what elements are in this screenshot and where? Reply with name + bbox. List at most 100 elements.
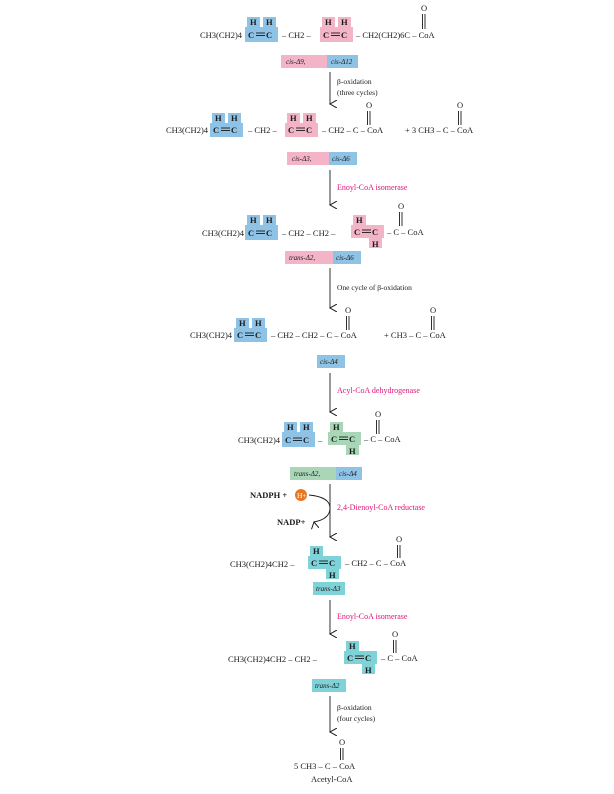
- svg-text:O: O: [430, 305, 436, 315]
- cofactor-arrow: [308, 494, 331, 522]
- step-beta-ox-4-cycles: (four cycles): [337, 714, 376, 723]
- svg-text:H: H: [290, 113, 297, 123]
- hl-box: [322, 17, 335, 27]
- label-5: trans-Δ2, cis-Δ4: [290, 467, 362, 480]
- step-beta-ox-3-cycles: (three cycles): [337, 88, 378, 97]
- atom-c: C: [341, 30, 347, 40]
- svg-text:C: C: [255, 330, 261, 340]
- atom-c: C: [248, 30, 254, 40]
- step-beta-ox-4: β-oxidation: [337, 703, 372, 712]
- hl-box: [263, 17, 276, 27]
- m1-right: – CH2(CH2)6C – CoA: [355, 30, 435, 40]
- svg-text:+ CH3 – C – CoA: + CH3 – C – CoA: [384, 330, 447, 340]
- svg-text:C: C: [213, 125, 219, 135]
- step-dienoyl-reductase: 2,4-Dienoyl-CoA reductase: [337, 503, 425, 512]
- svg-text:–: –: [317, 435, 323, 445]
- svg-text:H: H: [239, 318, 246, 328]
- svg-text:H: H: [231, 113, 238, 123]
- svg-text:– CH2 – CH2 –: – CH2 – CH2 –: [281, 228, 336, 238]
- svg-text:H: H: [356, 215, 363, 225]
- label-6: trans-Δ3: [313, 582, 345, 595]
- label-cis-d6-2: cis-Δ6: [336, 254, 354, 262]
- svg-text:C: C: [372, 227, 378, 237]
- svg-text:CH3(CH2)4CH2 –: CH3(CH2)4CH2 –: [230, 559, 295, 569]
- proton-label: H+: [297, 491, 307, 500]
- label-trans-d2-c: trans-Δ2: [315, 682, 340, 690]
- acetyl-coa-formula: 5 CH3 – C – CoA: [294, 761, 356, 771]
- hl-box: [245, 27, 278, 42]
- svg-text:H: H: [287, 422, 294, 432]
- svg-text:C: C: [285, 435, 291, 445]
- label-cis-d12: cis-Δ12: [331, 58, 353, 66]
- atom-o: O: [421, 3, 427, 13]
- hl-box: [247, 17, 260, 27]
- label-cis-d4-b: cis-Δ4: [339, 470, 357, 478]
- svg-text:C: C: [347, 653, 353, 663]
- svg-text:H: H: [349, 446, 356, 456]
- svg-text:O: O: [345, 305, 351, 315]
- label-2: cis-Δ3, cis-Δ6: [287, 152, 357, 165]
- step-beta-ox-3: β-oxidation: [337, 77, 372, 86]
- svg-text:H: H: [329, 570, 336, 580]
- atom-c: C: [323, 30, 329, 40]
- molecule-3: CH3(CH2)4 H H C C – CH2 – CH2 – H C C H …: [202, 201, 424, 249]
- nadph: NADPH +: [250, 490, 287, 500]
- svg-text:CH3(CH2)4: CH3(CH2)4: [190, 330, 233, 340]
- label-4: cis-Δ4: [317, 355, 345, 368]
- svg-text:CH3(CH2)4: CH3(CH2)4: [202, 228, 245, 238]
- acetyl-coa-name: Acetyl-CoA: [311, 774, 353, 784]
- atom-c: C: [266, 30, 272, 40]
- svg-text:C: C: [311, 558, 317, 568]
- m2-right: – CH2 – C – CoA: [321, 125, 384, 135]
- svg-text:C: C: [329, 558, 335, 568]
- svg-text:O: O: [366, 100, 372, 110]
- label-1: cis-Δ9, cis-Δ12: [281, 55, 358, 68]
- svg-text:– C – CoA: – C – CoA: [380, 653, 418, 663]
- svg-text:C: C: [303, 435, 309, 445]
- svg-text:H: H: [333, 422, 340, 432]
- svg-text:C: C: [237, 330, 243, 340]
- svg-text:O: O: [392, 629, 398, 639]
- svg-text:H: H: [365, 665, 372, 675]
- molecule-4: CH3(CH2)4 H H C C – CH2 – CH2 – C – CoA …: [190, 305, 447, 342]
- label-trans-d3: trans-Δ3: [316, 585, 341, 593]
- m2-left: CH3(CH2)4: [166, 125, 209, 135]
- svg-text:C: C: [349, 434, 355, 444]
- reductase-step: NADPH + H+ NADP+ 2,4-Dienoyl-CoA reducta…: [250, 484, 425, 537]
- svg-text:O: O: [339, 737, 345, 747]
- label-3: trans-Δ2, cis-Δ6: [285, 251, 361, 264]
- svg-text:H: H: [306, 113, 313, 123]
- molecule-5: CH3(CH2)4 H H C C – H C C H – C – CoA O: [238, 409, 401, 456]
- atom-h: H: [250, 17, 257, 27]
- step-acyl-dehydrogenase: Acyl-CoA dehydrogenase: [337, 386, 420, 395]
- svg-text:CH3(CH2)4: CH3(CH2)4: [238, 435, 281, 445]
- nadp: NADP+: [277, 517, 306, 527]
- m2-mid: – CH2 –: [247, 125, 278, 135]
- label-7: trans-Δ2: [312, 679, 346, 692]
- label-cis-d6: cis-Δ6: [332, 155, 350, 163]
- atom-h: H: [266, 17, 273, 27]
- svg-text:– CH2 – CH2 – C – CoA: – CH2 – CH2 – C – CoA: [270, 330, 358, 340]
- m1-left: CH3(CH2)4: [200, 30, 243, 40]
- svg-text:C: C: [331, 434, 337, 444]
- proton-icon: [295, 489, 307, 501]
- molecule-6: CH3(CH2)4CH2 – H C C H – CH2 – C – CoA O: [230, 534, 407, 580]
- product-acetyl-coa: O 5 CH3 – C – CoA Acetyl-CoA: [294, 737, 356, 784]
- svg-text:C: C: [266, 228, 272, 238]
- hl-box: [320, 27, 353, 42]
- atom-h: H: [325, 17, 332, 27]
- svg-text:H: H: [215, 113, 222, 123]
- svg-text:C: C: [354, 227, 360, 237]
- svg-text:H: H: [303, 422, 310, 432]
- svg-text:CH3(CH2)4CH2 – CH2 –: CH3(CH2)4CH2 – CH2 –: [228, 654, 318, 664]
- label-cis-d9: cis-Δ9,: [286, 58, 306, 66]
- label-cis-d3: cis-Δ3,: [292, 155, 312, 163]
- atom-h: H: [341, 17, 348, 27]
- label-cis-d4: cis-Δ4: [320, 358, 338, 366]
- svg-text:O: O: [398, 201, 404, 211]
- step-enoyl-isomerase-2: Enoyl-CoA isomerase: [337, 612, 408, 621]
- svg-text:C: C: [288, 125, 294, 135]
- svg-text:H: H: [349, 641, 356, 651]
- svg-text:H: H: [313, 546, 320, 556]
